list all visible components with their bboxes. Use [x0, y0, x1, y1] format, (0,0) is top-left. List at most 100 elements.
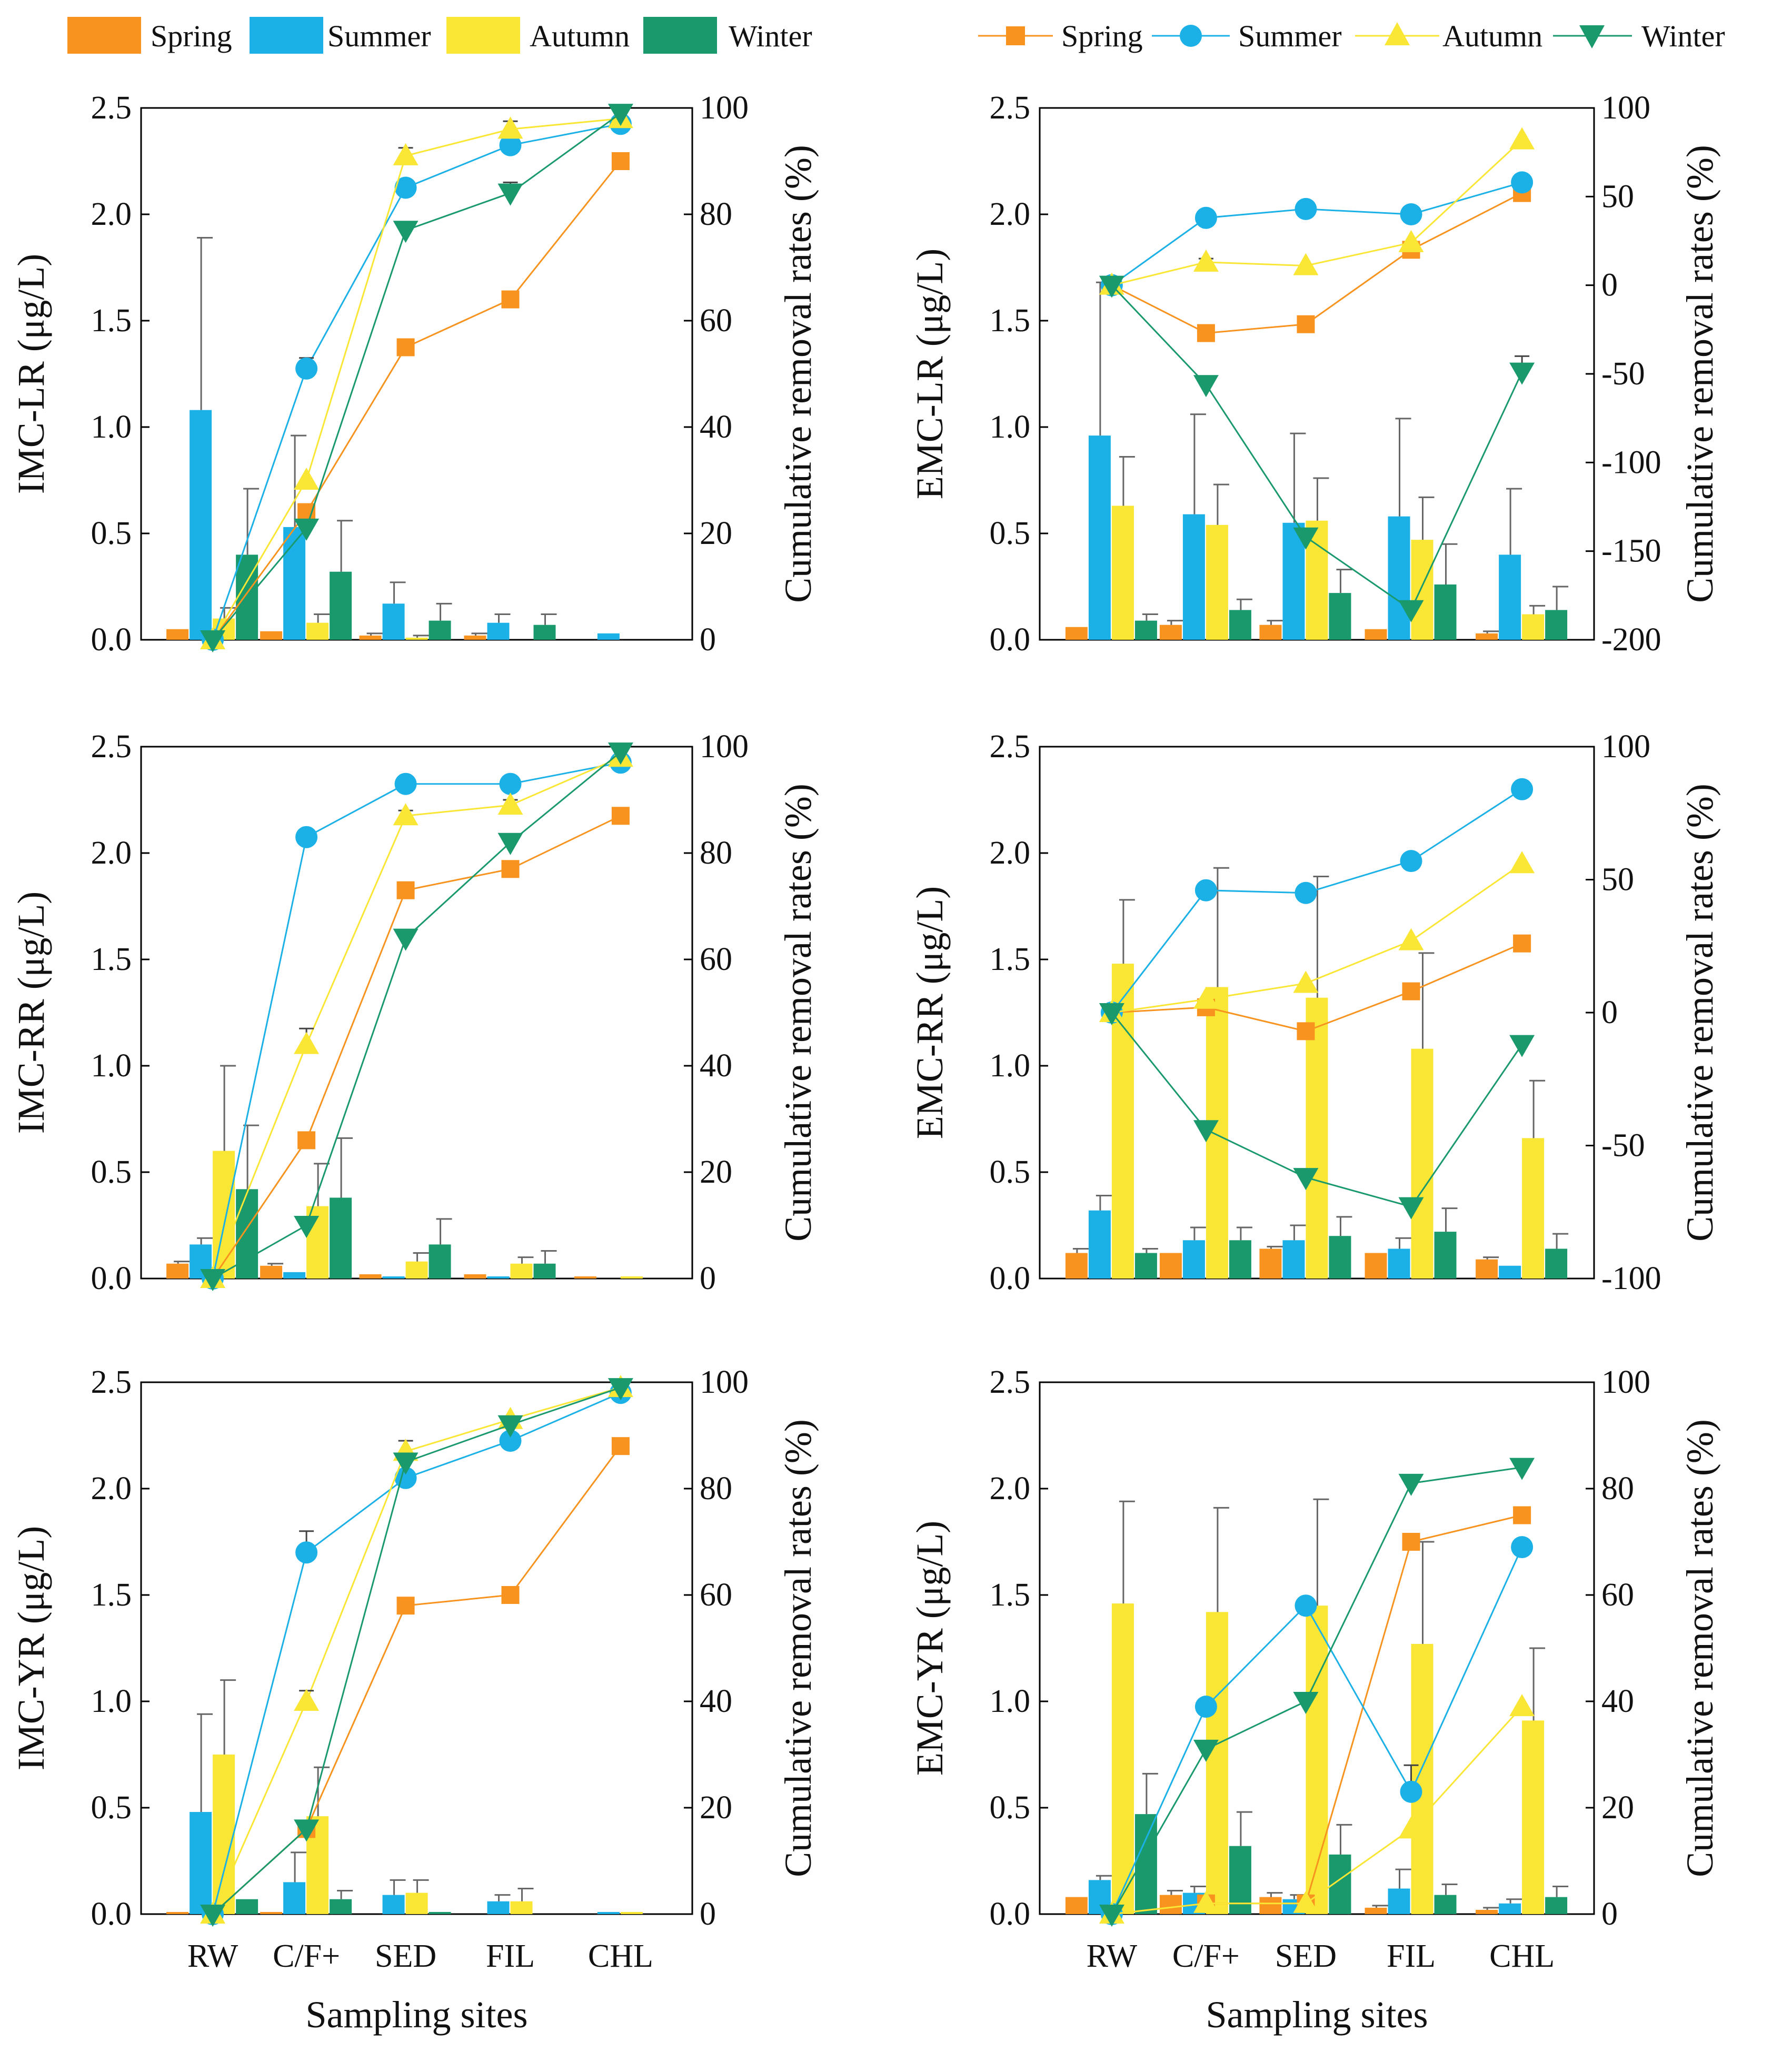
bar-autumn	[1111, 1603, 1134, 1914]
right-tick-label: -100	[1601, 1261, 1661, 1296]
bar-spring	[1065, 627, 1088, 640]
marker-autumn	[1398, 928, 1424, 950]
bar-spring	[1476, 1259, 1498, 1279]
line-autumn	[212, 117, 621, 640]
left-tick-label: 0.0	[91, 622, 132, 658]
left-tick-label: 2.0	[91, 196, 132, 232]
x-category-label: SED	[1275, 1938, 1337, 1974]
right-tick-label: 40	[1601, 1683, 1634, 1719]
bar-winter	[1545, 1249, 1568, 1279]
bar-autumn	[1306, 997, 1328, 1279]
marker-autumn	[1398, 230, 1424, 252]
marker-winter	[497, 1415, 523, 1438]
line-summer	[212, 123, 621, 640]
marker-winter	[393, 928, 419, 951]
right-tick-label: 20	[1601, 1790, 1634, 1826]
bar-winter	[1329, 1236, 1351, 1279]
legend-line-label-summer: Summer	[1238, 19, 1342, 53]
bar-autumn	[1411, 1048, 1433, 1279]
marker-spring	[611, 152, 630, 170]
bar-winter	[330, 1197, 352, 1279]
bar-winter	[429, 620, 451, 640]
marker-winter	[393, 1452, 419, 1475]
right-axis-label: Cumulative removal rates (%)	[777, 784, 819, 1242]
bar-winter	[533, 1263, 556, 1279]
marker-spring	[1197, 324, 1215, 342]
bar-autumn	[1206, 1612, 1228, 1914]
marker-spring	[501, 860, 520, 878]
left-tick-label: 1.5	[990, 303, 1031, 339]
right-tick-label: -100	[1601, 444, 1661, 480]
marker-winter	[1509, 362, 1535, 385]
bar-summer	[1282, 522, 1305, 640]
bar-autumn	[1522, 1138, 1545, 1279]
left-tick-label: 0.0	[990, 1261, 1031, 1296]
bar-spring	[166, 1911, 189, 1914]
left-tick-label: 2.0	[990, 1471, 1031, 1507]
marker-autumn	[294, 468, 320, 490]
legend-bar-label-summer: Summer	[327, 19, 431, 53]
x-category-label: RW	[1087, 1938, 1138, 1974]
marker-winter	[1398, 1197, 1424, 1220]
right-tick-label: -200	[1601, 622, 1661, 658]
left-tick-label: 0.5	[990, 1154, 1031, 1190]
bar-autumn	[1522, 1720, 1545, 1914]
left-tick-label: 0.5	[91, 516, 132, 551]
marker-summer	[1295, 197, 1317, 220]
left-axis-label: IMC-LR (μg/L)	[10, 254, 52, 494]
marker-summer	[394, 176, 417, 199]
bar-spring	[464, 635, 486, 640]
right-tick-label: 80	[700, 196, 732, 232]
left-tick-label: 1.5	[91, 1577, 132, 1613]
left-tick-label: 1.0	[990, 409, 1031, 445]
marker-summer	[499, 134, 522, 156]
bar-summer	[487, 1276, 510, 1279]
bar-winter	[330, 1899, 352, 1914]
bar-summer	[382, 603, 405, 640]
right-tick-label: 60	[700, 1577, 732, 1613]
x-category-label: C/F+	[1172, 1938, 1240, 1974]
bar-summer	[597, 1911, 620, 1914]
bar-winter	[1229, 1240, 1251, 1279]
marker-autumn	[1193, 986, 1219, 1009]
bar-autumn	[405, 1261, 428, 1279]
right-tick-label: -50	[1601, 356, 1645, 392]
marker-winter	[1193, 1739, 1219, 1762]
left-tick-label: 2.5	[91, 1364, 132, 1400]
bar-spring	[1065, 1897, 1088, 1914]
bar-summer	[382, 1895, 405, 1914]
marker-summer	[295, 357, 318, 380]
bar-summer	[487, 622, 510, 640]
bar-summer	[1499, 554, 1521, 640]
marker-autumn	[1509, 851, 1535, 874]
legend-bar-label-spring: Spring	[151, 19, 232, 53]
left-tick-label: 2.0	[990, 835, 1031, 871]
right-tick-label: 20	[700, 516, 732, 551]
marker-winter	[294, 1216, 320, 1238]
bar-summer	[1282, 1240, 1305, 1279]
bar-summer	[597, 633, 620, 640]
left-tick-label: 2.5	[990, 90, 1031, 126]
right-tick-label: 0	[700, 622, 716, 658]
panel-imc-rr: 0.0 0.5 1.0 1.5 2.0 2.5 0 20 40 60 80 100 IMC-RR (μg…	[10, 729, 819, 1296]
marker-winter	[1398, 1473, 1424, 1496]
left-tick-label: 2.5	[91, 729, 132, 765]
marker-autumn	[1509, 127, 1535, 150]
marker-spring	[1297, 1022, 1315, 1041]
left-tick-label: 1.0	[990, 1683, 1031, 1719]
bar-winter	[1545, 610, 1568, 640]
right-tick-label: 100	[700, 90, 749, 126]
right-axis-label: Cumulative removal rates (%)	[777, 145, 819, 603]
marker-summer	[1400, 1780, 1422, 1803]
legend-bars: Spring Summer Autumn Winter	[67, 17, 812, 54]
bar-winter	[1134, 620, 1157, 640]
bar-summer	[1182, 1240, 1205, 1279]
marker-spring	[611, 807, 630, 825]
marker-summer	[295, 826, 318, 848]
right-tick-label: 40	[700, 1048, 732, 1084]
bar-autumn	[405, 637, 428, 640]
left-tick-label: 0.0	[990, 1896, 1031, 1932]
left-tick-label: 1.0	[91, 409, 132, 445]
left-tick-label: 2.0	[91, 835, 132, 871]
